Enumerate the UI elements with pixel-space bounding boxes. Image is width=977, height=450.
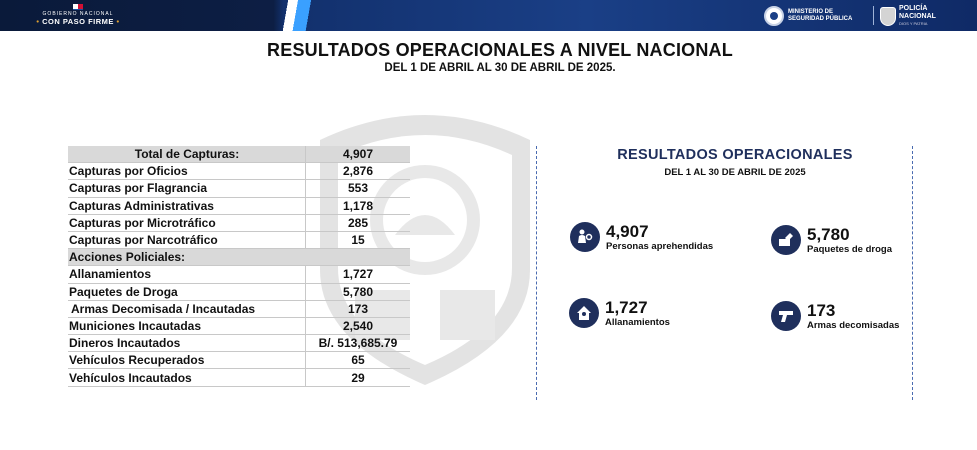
results-table: Total de Capturas: 4,907 Capturas por Of… bbox=[68, 146, 410, 387]
row-value: 4,907 bbox=[305, 146, 410, 163]
police-logo: POLICÍA NACIONAL DIOS Y PATRIA bbox=[880, 5, 936, 28]
row-value: 2,540 bbox=[305, 317, 410, 335]
row-label: Capturas por Microtráfico bbox=[69, 215, 216, 230]
row-label: Armas Decomisada / Incautadas bbox=[71, 301, 256, 316]
row-value: 15 bbox=[305, 231, 410, 249]
page-subtitle: DEL 1 DE ABRIL AL 30 DE ABRIL DE 2025. bbox=[384, 62, 616, 74]
page-title: RESULTADOS OPERACIONALES A NIVEL NACIONA… bbox=[267, 40, 733, 60]
police-line2: NACIONAL bbox=[899, 12, 936, 20]
drug-package-icon bbox=[771, 225, 801, 255]
stat-value: 1,727 bbox=[605, 297, 648, 317]
row-value: 65 bbox=[305, 352, 410, 369]
table-row: Allanamientos 1,727 bbox=[68, 266, 410, 284]
stat-weapons: 173 Armas decomisadas bbox=[771, 301, 899, 331]
row-label: Total de Capturas: bbox=[134, 147, 240, 162]
police-shield-icon bbox=[880, 6, 896, 26]
section-label: Acciones Policiales: bbox=[69, 250, 186, 265]
arrest-icon bbox=[570, 222, 600, 252]
gov-logo-line1: GOBIERNO NACIONAL bbox=[42, 11, 114, 17]
row-label: Vehículos Incautados bbox=[69, 370, 192, 385]
ministry-name: MINISTERIO DE SEGURIDAD PÚBLICA bbox=[788, 9, 852, 23]
table-row: Capturas por Narcotráfico 15 bbox=[68, 231, 410, 250]
gov-logo-line2: • CON PASO FIRME • bbox=[36, 17, 120, 26]
stat-label: Paquetes de droga bbox=[807, 243, 892, 255]
stat-arrests: 4,907 Personas aprehendidas bbox=[570, 222, 713, 252]
row-value: 553 bbox=[305, 180, 410, 197]
police-motto: DIOS Y PATRIA bbox=[899, 21, 928, 26]
gov-logo-motto: CON PASO FIRME bbox=[42, 17, 114, 26]
header-bar: GOBIERNO NACIONAL • CON PASO FIRME • MIN… bbox=[0, 0, 977, 31]
ministry-line2: SEGURIDAD PÚBLICA bbox=[788, 16, 853, 22]
table-row: Capturas por Microtráfico 285 bbox=[68, 214, 410, 232]
table-row-total: Total de Capturas: 4,907 bbox=[68, 146, 410, 164]
table-row-section: Acciones Policiales: bbox=[68, 249, 410, 267]
row-label: Dineros Incautados bbox=[69, 336, 181, 351]
row-value: 285 bbox=[305, 214, 410, 231]
row-value: B/. 513,685.79 bbox=[305, 335, 410, 352]
row-value bbox=[305, 249, 410, 265]
panel-right-border bbox=[912, 146, 913, 400]
stat-value: 5,780 bbox=[807, 224, 850, 244]
house-raid-icon bbox=[569, 298, 599, 328]
row-label: Capturas Administrativas bbox=[69, 198, 214, 213]
stat-raids: 1,727 Allanamientos bbox=[569, 298, 670, 328]
ministry-logo: MINISTERIO DE SEGURIDAD PÚBLICA bbox=[764, 5, 852, 27]
row-value: 29 bbox=[305, 369, 410, 386]
header-divider bbox=[873, 6, 874, 25]
stat-value: 4,907 bbox=[606, 221, 649, 241]
row-label: Municiones Incautadas bbox=[69, 318, 202, 333]
row-value: 173 bbox=[305, 300, 410, 317]
table-row: Vehículos Recuperados 65 bbox=[68, 352, 410, 370]
police-name: POLICÍA NACIONAL DIOS Y PATRIA bbox=[899, 5, 936, 28]
row-label: Allanamientos bbox=[69, 267, 152, 282]
panama-flag-icon bbox=[73, 4, 83, 10]
ministry-seal-icon bbox=[764, 6, 784, 26]
row-value: 1,727 bbox=[305, 266, 410, 283]
panel-title: RESULTADOS OPERACIONALES bbox=[617, 147, 853, 163]
row-value: 2,876 bbox=[305, 163, 410, 180]
stat-label: Personas aprehendidas bbox=[606, 240, 714, 252]
stat-label: Armas decomisadas bbox=[807, 319, 900, 331]
government-logo: GOBIERNO NACIONAL • CON PASO FIRME • bbox=[30, 4, 126, 28]
stat-value: 173 bbox=[807, 300, 836, 320]
table-row: Armas Decomisada / Incautadas 173 bbox=[68, 300, 410, 318]
police-shield-watermark bbox=[320, 115, 530, 385]
row-label: Paquetes de Droga bbox=[69, 284, 178, 299]
stat-drug-packages: 5,780 Paquetes de droga bbox=[771, 225, 892, 255]
table-row: Paquetes de Droga 5,780 bbox=[68, 283, 410, 301]
stat-label: Allanamientos bbox=[605, 316, 670, 328]
row-label: Capturas por Narcotráfico bbox=[69, 233, 218, 248]
table-row: Capturas por Flagrancia 553 bbox=[68, 180, 410, 198]
table-row: Capturas por Oficios 2,876 bbox=[68, 163, 410, 181]
pistol-icon bbox=[771, 301, 801, 331]
header-stripe bbox=[262, 0, 322, 31]
panel-subtitle: DEL 1 AL 30 DE ABRIL DE 2025 bbox=[664, 167, 806, 178]
row-label: Capturas por Oficios bbox=[69, 164, 188, 179]
table-row: Vehículos Incautados 29 bbox=[68, 369, 410, 387]
police-line1: POLICÍA bbox=[899, 5, 928, 12]
row-value: 5,780 bbox=[305, 283, 410, 300]
row-label: Capturas por Flagrancia bbox=[69, 181, 208, 196]
table-row: Capturas Administrativas 1,178 bbox=[68, 197, 410, 215]
panel-left-border bbox=[536, 146, 537, 400]
table-row: Municiones Incautadas 2,540 bbox=[68, 317, 410, 336]
table-row: Dineros Incautados B/. 513,685.79 bbox=[68, 335, 410, 353]
row-label: Vehículos Recuperados bbox=[69, 353, 205, 368]
row-value: 1,178 bbox=[305, 197, 410, 214]
ministry-line1: MINISTERIO DE bbox=[788, 9, 834, 15]
